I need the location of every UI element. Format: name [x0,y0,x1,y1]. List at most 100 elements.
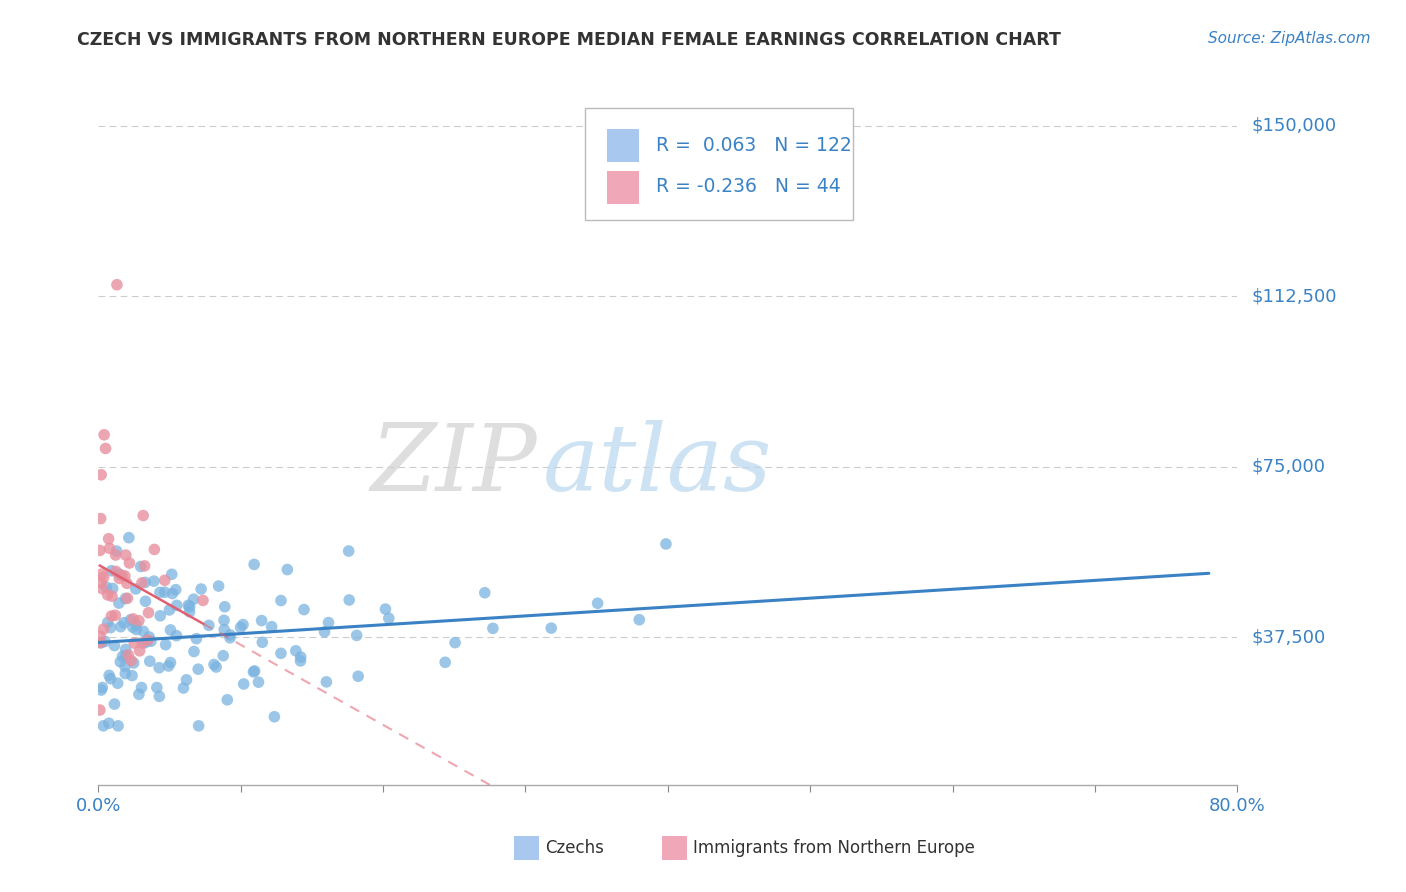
Point [104,565,127,579]
Point [444,635,467,649]
Point [153,585,176,599]
Point [179,599,201,614]
Point [318,615,340,630]
FancyBboxPatch shape [515,837,538,860]
Point [243,558,266,572]
Point [136,633,159,648]
Point [187,719,209,733]
Point [120,613,142,627]
Point [90,575,112,590]
Point [260,620,283,634]
Point [155,638,177,652]
Point [347,669,370,683]
Point [290,650,312,665]
Point [162,586,184,600]
Point [91,582,114,596]
Point [232,617,254,632]
Point [131,575,153,590]
Point [148,690,170,704]
Point [176,673,198,687]
Point [89,629,111,643]
Point [243,664,266,678]
Point [89,635,111,649]
Point [172,681,194,695]
Point [108,567,131,582]
Point [128,614,150,628]
Point [134,558,156,573]
Text: $112,500: $112,500 [1251,287,1337,305]
Point [149,585,172,599]
Point [107,676,129,690]
Point [148,661,170,675]
Point [166,599,188,613]
Text: R = -0.236   N = 44: R = -0.236 N = 44 [657,178,841,196]
FancyBboxPatch shape [607,170,640,204]
Point [104,548,127,562]
Point [191,593,214,607]
Point [212,623,235,637]
Point [138,630,160,644]
Point [290,654,312,668]
Point [250,614,273,628]
Point [136,633,159,648]
Point [346,628,368,642]
Point [97,615,120,630]
FancyBboxPatch shape [585,108,853,220]
Point [94,442,117,456]
Point [110,620,132,634]
Point [118,556,141,570]
Point [149,608,172,623]
Point [263,710,285,724]
Point [314,624,336,639]
Point [131,636,153,650]
Point [270,646,292,660]
Point [100,621,122,635]
Point [434,656,457,670]
Point [108,596,131,610]
Point [129,559,152,574]
Point [219,631,242,645]
Text: CZECH VS IMMIGRANTS FROM NORTHERN EUROPE MEDIAN FEMALE EARNINGS CORRELATION CHAR: CZECH VS IMMIGRANTS FROM NORTHERN EUROPE… [77,31,1062,49]
Point [121,668,143,682]
Point [143,542,166,557]
Point [229,620,252,634]
Text: ZIP: ZIP [370,420,537,510]
Point [165,582,187,597]
FancyBboxPatch shape [662,837,688,860]
Point [122,656,145,670]
Text: Czechs: Czechs [546,839,603,857]
Point [89,703,111,717]
Point [89,543,111,558]
Point [114,569,136,583]
Point [114,642,136,657]
Point [159,603,181,617]
Point [96,580,118,594]
Point [242,665,264,679]
Point [134,636,156,650]
Point [122,612,145,626]
Point [117,591,139,606]
Point [114,591,136,606]
Point [93,622,115,636]
Point [160,567,183,582]
Point [138,606,160,620]
Point [586,596,609,610]
Point [100,609,122,624]
Point [110,655,132,669]
Point [121,620,143,634]
Point [115,576,138,591]
Point [628,613,651,627]
Point [93,427,115,442]
Point [139,634,162,648]
Point [214,599,236,614]
Point [120,654,142,668]
Point [270,593,292,607]
Point [159,656,181,670]
Point [198,618,221,632]
Point [202,657,225,672]
Point [219,628,242,642]
Point [134,594,156,608]
Point [205,660,228,674]
Point [118,531,141,545]
Point [98,668,121,682]
